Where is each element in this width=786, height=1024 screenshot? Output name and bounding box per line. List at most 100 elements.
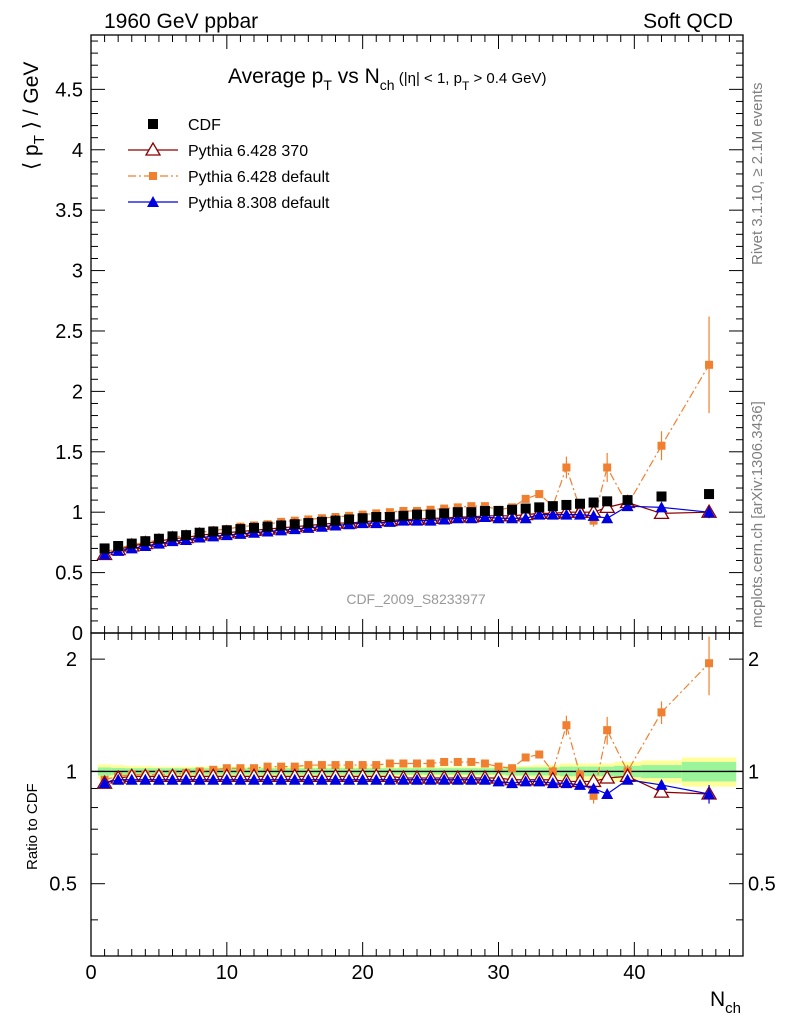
side-label-rivet: Rivet 3.1.10, ≥ 2.1M events: [749, 83, 766, 266]
lower-panel-frame: [90, 632, 744, 957]
ratio-point-p6_default: [705, 659, 714, 668]
side-label-mcplots: mcplots.cern.ch [arXiv:1306.3436]: [749, 401, 766, 628]
ratio-point-p8_default: [533, 775, 546, 787]
data-point-cdf: [466, 507, 477, 518]
data-point-cdf: [479, 505, 490, 516]
data-point-cdf: [412, 509, 422, 520]
data-point-p8_default: [546, 508, 559, 520]
data-point-cdf: [493, 505, 504, 516]
data-point-p8_default: [438, 513, 451, 525]
y-tick-label: 2: [72, 381, 83, 403]
ratio-point-p8_default: [560, 777, 573, 789]
header-energy-label: 1960 GeV ppbar: [104, 10, 258, 33]
data-point-p8_default: [424, 514, 437, 526]
y-tick-label: 1: [66, 761, 77, 783]
data-point-cdf: [140, 536, 151, 547]
legend-label-p6_default: Pythia 6.428 default: [188, 169, 330, 186]
ratio-point-p6_default: [657, 708, 666, 717]
y-tick-label: 0: [72, 623, 83, 645]
data-point-p6_default: [467, 502, 476, 511]
data-point-cdf: [602, 496, 613, 507]
x-tick-label: 10: [216, 962, 238, 984]
data-point-p8_default: [533, 508, 546, 520]
data-point-cdf: [181, 530, 192, 541]
ratio-point-p6_default: [372, 761, 381, 770]
ratio-point-p6_default: [480, 759, 489, 768]
ratio-point-p8_default: [125, 773, 138, 785]
y-tick-label: 3: [72, 261, 83, 283]
ratio-point-p8_default: [383, 773, 396, 785]
ratio-point-p8_default: [288, 773, 301, 785]
data-point-cdf: [439, 508, 450, 519]
y-tick-label: 0.5: [55, 563, 83, 585]
ratio-point-p8_default: [193, 773, 206, 785]
data-point-p8_default: [655, 501, 668, 513]
data-point-cdf: [221, 525, 232, 536]
legend-marker-cdf: [148, 119, 158, 129]
data-point-cdf: [276, 520, 287, 531]
legend-marker-p8_default: [147, 196, 159, 207]
ratio-point-p6_default: [263, 762, 272, 771]
ratio-point-p6_default: [453, 757, 462, 766]
ratio-point-p8_default: [207, 773, 220, 785]
ratio-point-p8_default: [356, 773, 369, 785]
ratio-point-p8_default: [703, 787, 716, 799]
ratio-point-p8_default: [574, 778, 586, 790]
ratio-point-p8_default: [519, 775, 532, 787]
data-point-cdf: [561, 499, 572, 510]
data-point-cdf: [384, 512, 395, 523]
ratio-point-p8_default: [248, 773, 260, 785]
y-tick-label: 2.5: [55, 321, 83, 343]
header-category-label: Soft QCD: [643, 10, 733, 33]
y-tick-label-right: 0.5: [748, 874, 776, 896]
ratio-point-p8_default: [397, 773, 410, 785]
ratio-point-p8_default: [329, 773, 342, 785]
ratio-point-p6_default: [331, 761, 340, 770]
ratio-point-p6_default: [440, 757, 449, 766]
ratio-point-p8_default: [655, 778, 668, 790]
y-tick-label: 4: [72, 140, 83, 162]
ratio-point-p8_default: [234, 773, 247, 785]
ratio-point-p8_default: [220, 773, 233, 785]
ratio-point-p6_default: [426, 759, 435, 768]
y-tick-label-right: 1: [748, 761, 759, 783]
x-axis-label: Nch: [710, 988, 741, 1017]
data-point-cdf: [249, 522, 259, 533]
data-point-p8_default: [451, 512, 464, 524]
data-point-cdf: [371, 512, 382, 523]
data-point-p6_default: [535, 490, 544, 499]
ratio-point-p8_default: [275, 773, 288, 785]
ratio-point-p8_default: [261, 773, 274, 785]
upper-panel: 0 0.5 1 1.5 2 2.5 3 3.5 4 4.5: [55, 34, 744, 645]
x-tick-label: 40: [623, 962, 645, 984]
ratio-point-p8_default: [180, 773, 193, 785]
data-point-cdf: [330, 515, 341, 526]
ratio-point-p6_default: [494, 762, 503, 771]
data-point-cdf: [656, 491, 667, 502]
ratio-point-p8_default: [465, 773, 478, 785]
ratio-point-p6_default: [399, 759, 408, 768]
data-point-p8_default: [465, 512, 478, 524]
ratio-point-p6_default: [589, 791, 598, 800]
data-point-p8_default: [560, 508, 573, 520]
x-tick-label: 0: [85, 962, 96, 984]
data-point-p6_default: [562, 463, 571, 472]
analysis-watermark: CDF_2009_S8233977: [346, 591, 486, 607]
data-point-p8_default: [370, 517, 383, 529]
legend-marker-p6_370: [144, 141, 162, 156]
ratio-point-p6_default: [548, 767, 557, 776]
data-point-p8_default: [98, 548, 111, 560]
data-point-cdf: [534, 502, 545, 513]
data-point-cdf: [520, 503, 531, 514]
chart-title: Average pT vs Nch (|η| < 1, pT > 0.4 GeV…: [228, 65, 546, 93]
legend-marker-p6_default: [149, 172, 157, 180]
y-tick-label: 2: [66, 649, 77, 671]
data-point-cdf: [452, 507, 463, 518]
ratio-point-p8_default: [370, 773, 383, 785]
legend-label-p6_370: Pythia 6.428 370: [188, 143, 308, 160]
data-point-p8_default: [519, 512, 532, 524]
data-point-p6_default: [657, 441, 666, 450]
data-point-p8_default: [621, 500, 634, 512]
data-point-cdf: [575, 498, 585, 509]
